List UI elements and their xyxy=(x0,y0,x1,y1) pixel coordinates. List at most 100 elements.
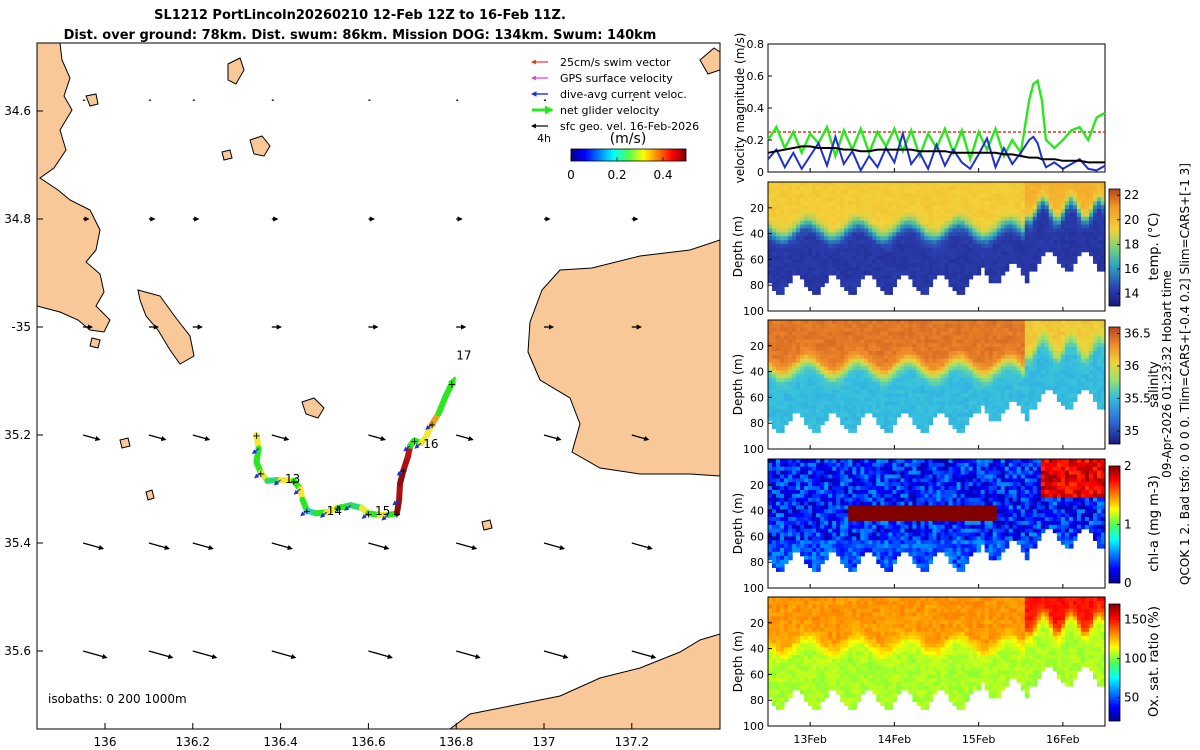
section-cell xyxy=(820,459,825,464)
section-cell xyxy=(824,374,829,379)
section-cell xyxy=(980,381,986,387)
section-cell xyxy=(772,335,777,340)
section-cell xyxy=(856,274,861,280)
section-cell xyxy=(1052,216,1058,222)
section-cell xyxy=(996,216,1002,222)
section-cell xyxy=(1024,228,1030,233)
section-cell xyxy=(1097,327,1102,333)
section-cell xyxy=(892,205,897,210)
section-cell xyxy=(788,197,793,202)
section-cell xyxy=(1084,378,1090,383)
section-cell xyxy=(1036,259,1042,264)
section-cell xyxy=(1052,374,1058,379)
section-cell xyxy=(824,524,829,530)
section-cell xyxy=(784,544,789,549)
section-cell xyxy=(804,551,809,557)
section-cell xyxy=(812,320,817,325)
section-cell xyxy=(980,182,986,187)
section-cell xyxy=(1048,385,1054,391)
section-cell xyxy=(860,397,865,402)
section-cell xyxy=(780,551,785,557)
section-cell xyxy=(856,271,861,276)
section-cell xyxy=(1020,347,1026,352)
section-cell xyxy=(1072,358,1078,364)
section-cell xyxy=(956,209,962,214)
glider-track: ++++ + + +++++ xyxy=(251,376,457,521)
section-cell xyxy=(900,236,905,241)
section-cell xyxy=(988,323,994,329)
section-cell xyxy=(1008,243,1014,249)
dive-avg-current-arrow xyxy=(293,488,301,495)
section-cell xyxy=(896,216,901,222)
section-cell xyxy=(936,209,942,214)
section-cell xyxy=(840,366,845,371)
section-cell xyxy=(884,358,889,364)
section-cell xyxy=(792,327,797,333)
section-cell xyxy=(796,524,801,530)
section-cell xyxy=(964,220,970,226)
section-cell xyxy=(1028,182,1034,187)
section-cell xyxy=(816,490,821,495)
section-cell xyxy=(964,216,970,222)
section-cell xyxy=(776,474,781,479)
section-cell xyxy=(928,255,934,260)
section-cell xyxy=(812,490,817,495)
section-cell xyxy=(1008,347,1014,352)
section-cell xyxy=(884,339,889,344)
section-cell xyxy=(840,228,845,233)
section-cell xyxy=(824,259,829,264)
section-cell xyxy=(1101,216,1106,222)
section-cell xyxy=(804,397,809,402)
section-cell xyxy=(1052,378,1058,383)
section-cell xyxy=(776,420,781,426)
section-cell xyxy=(808,517,813,522)
section-cell xyxy=(776,185,781,191)
section-cell xyxy=(1101,267,1106,272)
section-cell xyxy=(932,397,938,402)
section-cell xyxy=(932,347,938,352)
section-cell xyxy=(808,544,813,549)
section-cell xyxy=(996,255,1002,260)
section-cell xyxy=(888,354,893,360)
section-cell xyxy=(812,501,817,507)
section-cell xyxy=(908,251,913,257)
section-cell xyxy=(1024,274,1030,280)
section-cell xyxy=(924,232,930,237)
section-cell xyxy=(944,362,950,368)
section-cell xyxy=(804,540,809,545)
section-cell xyxy=(904,220,909,226)
section-cell xyxy=(1093,224,1098,230)
section-cell xyxy=(848,247,853,253)
section-cell xyxy=(848,182,853,187)
velocity-axes xyxy=(767,43,1106,173)
section-cell xyxy=(780,567,785,572)
section-cell xyxy=(792,509,797,514)
section-cell xyxy=(1068,335,1074,340)
section-cell xyxy=(824,339,829,344)
section-cell xyxy=(1008,397,1014,402)
section-cell xyxy=(816,532,821,537)
section-cell xyxy=(928,370,934,375)
section-cell xyxy=(956,185,962,191)
section-cell xyxy=(992,197,998,202)
section-cell xyxy=(1000,259,1006,264)
section-cell xyxy=(840,236,845,241)
section-cell xyxy=(876,416,881,422)
section-cell xyxy=(952,228,958,233)
section-cell xyxy=(872,274,877,280)
section-cell xyxy=(788,358,793,364)
section-cell xyxy=(1020,354,1026,360)
section-cell xyxy=(804,323,809,329)
section-cell xyxy=(1093,339,1098,344)
section-cell xyxy=(804,366,809,371)
section-cell xyxy=(840,462,845,468)
section-cell xyxy=(864,209,869,214)
section-cell xyxy=(872,236,877,241)
section-cell xyxy=(936,259,942,264)
section-cell xyxy=(952,339,958,344)
section-cell xyxy=(1072,385,1078,391)
section-cell xyxy=(968,327,974,333)
section-cell xyxy=(980,335,986,340)
section-cell xyxy=(876,228,881,233)
section-cell xyxy=(992,335,998,340)
